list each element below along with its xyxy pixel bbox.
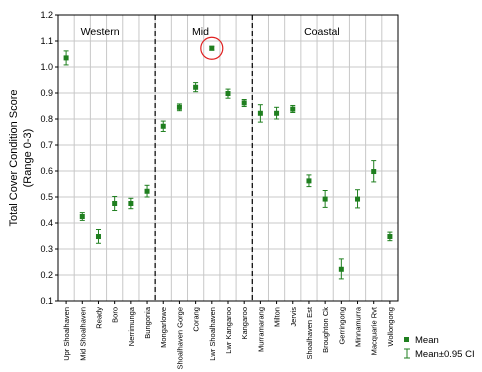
mean-point-4 [128,201,134,206]
y-tick-label-4: 0.5 [40,192,53,202]
legend-mean-marker [404,337,409,342]
region-label-2: Coastal [304,26,340,38]
mean-point-14 [290,106,296,112]
mean-point-19 [371,169,377,175]
legend-mean-label: Mean [415,335,439,346]
x-tick-label-16: Broughton Ck [321,307,330,353]
x-tick-label-10: Lwr Kangaroo [224,307,233,354]
y-tick-label-2: 0.3 [40,244,53,254]
mean-point-3 [112,201,118,206]
highlight-circle [200,36,224,60]
y-tick-label-10: 1.1 [40,36,53,46]
mean-point-10 [225,91,231,97]
x-tick-label-18: Minnamurra [354,306,363,347]
y-tick-label-3: 0.4 [40,218,53,228]
x-tick-label-3: Boro [111,307,120,323]
mean-point-11 [241,100,247,106]
y-tick-label-9: 1.0 [40,62,53,72]
y-tick-label-0: 0.1 [40,296,53,306]
mean-point-2 [95,234,101,240]
x-axis: Upr Shoalhaven Mid Shoalhaven Ready Boro Ner… [62,301,395,370]
y-tick-label-7: 0.8 [40,114,53,124]
series-mean [63,45,393,280]
y-axis-title: Total Cover Condition Score (Range 0-3) [8,90,34,227]
legend-ci-marker [404,348,410,359]
mean-point-8 [193,84,199,90]
x-tick-label-13: Milton [273,307,282,327]
y-tick-label-8: 0.9 [40,88,53,98]
plot-area [57,14,399,302]
x-tick-label-1: Mid Shoalhaven [78,307,87,361]
x-tick-label-15: Shoalhaven Est [305,306,314,359]
y-tick-label-6: 0.7 [40,140,53,150]
y-tick-label-5: 0.6 [40,166,53,176]
region-label-0: Western [81,26,120,38]
legend-ci-label: Mean±0.95 CI [415,349,475,360]
mean-point-12 [257,110,263,116]
y-axis: 0.1 0.2 0.3 0.4 0.5 0.6 0.7 0.8 0.9 1.0 1.1 1.2 [40,10,58,306]
x-tick-label-6: Mongarlowe [159,307,168,348]
legend: Mean Mean±0.95 CI [404,335,475,360]
x-tick-label-8: Corang [192,307,201,332]
x-tick-label-19: Macquarie Rvt [370,306,379,355]
mean-point-0 [63,55,69,61]
grid [57,14,399,302]
y-axis-title-line-2: (Range 0-3) [22,129,34,188]
mean-point-9 [209,45,215,51]
x-tick-label-11: Kangaroo [240,307,249,340]
mean-point-16 [322,196,328,202]
y-axis-title-line-1: Total Cover Condition Score [8,90,20,227]
x-tick-label-12: Murramarang [256,307,265,352]
mean-point-1 [79,214,85,219]
region-label-1: Mid [192,26,209,38]
x-tick-label-4: Nerrimunga [127,306,136,346]
x-tick-label-20: Wollongong [386,307,395,346]
highlight [200,36,224,60]
mean-point-13 [274,110,280,116]
x-tick-label-17: Gerringong [337,307,346,345]
mean-point-15 [306,178,312,184]
x-tick-label-2: Ready [94,307,103,329]
mean-point-20 [387,234,393,240]
x-tick-label-0: Upr Shoalhaven [62,307,71,361]
mean-point-17 [338,266,344,272]
mean-point-6 [160,123,166,129]
x-tick-label-14: Jervis [289,307,298,327]
y-tick-label-11: 1.2 [40,10,53,20]
mean-point-18 [355,196,361,202]
mean-point-7 [176,104,182,110]
mean-point-5 [144,188,150,194]
y-tick-label-1: 0.2 [40,270,53,280]
x-tick-label-5: Bungonia [143,306,152,339]
x-tick-label-9: Lwr Shoalhaven [208,307,217,361]
x-tick-label-7: Shoalhaven Gorge [175,307,184,370]
region-separators: Western Mid Coastal [81,15,340,301]
